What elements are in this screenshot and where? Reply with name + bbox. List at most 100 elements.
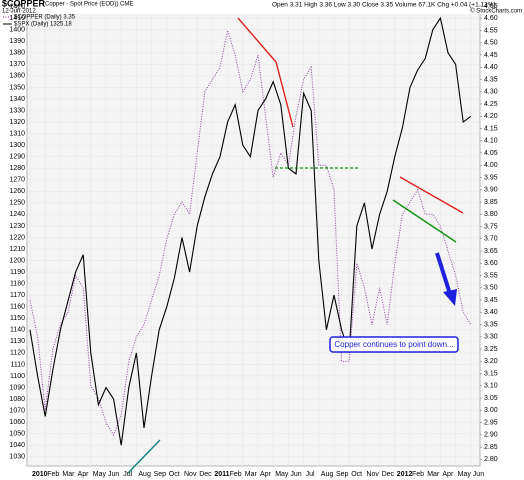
yticks-label: 1060 [9, 419, 25, 426]
y2ticks-label: 2.95 [484, 419, 498, 426]
y2ticks-label: 4.35 [484, 76, 498, 83]
x-tick-label: Jul [306, 471, 315, 478]
trendline [127, 439, 161, 474]
yticks-label: 1190 [10, 269, 25, 276]
yticks-label: 1350 [9, 84, 25, 91]
x-tick-label: Sep [336, 471, 349, 478]
yticks-label: 1270 [9, 177, 25, 184]
source: © StockCharts.com [470, 8, 522, 15]
y2ticks-label: 3.60 [484, 260, 498, 267]
y2ticks-label: 4.15 [484, 125, 498, 132]
yticks-label: 1040 [9, 442, 25, 449]
y2ticks-label: 4.05 [484, 150, 498, 157]
y2ticks-label: 3.25 [484, 346, 498, 353]
y2ticks-label: 3.45 [484, 297, 498, 304]
x-tick-label: Apr [260, 471, 272, 478]
x-tick-label: Oct [169, 471, 180, 478]
yticks-label: 1070 [9, 407, 25, 414]
x-tick-label: Feb [47, 471, 59, 478]
yticks-label: 1130 [10, 338, 25, 345]
yticks-label: 1100 [10, 373, 25, 380]
series-line [29, 30, 472, 436]
quote: Open 3.31 High 3.36 Low 3.30 Close 3.35 … [272, 2, 496, 9]
yticks-label: 1390 [9, 38, 25, 45]
yticks-label: 1150 [10, 315, 25, 322]
yticks-label: 1410 [9, 15, 25, 22]
x-tick-label: Apr [78, 471, 90, 478]
series-line [29, 16, 472, 446]
y2ticks-label: 3.10 [484, 383, 498, 390]
y2ticks-label: 4.55 [484, 27, 498, 34]
y2ticks-label: 4.40 [484, 64, 498, 71]
yticks-label: 1380 [9, 50, 25, 57]
yticks-label: 1120 [10, 350, 25, 357]
yticks-label: 1080 [9, 396, 25, 403]
x-tick-label: Jun [290, 471, 301, 478]
x-tick-label: 2012 [397, 471, 413, 478]
arrow-head [443, 289, 457, 306]
yticks-label: 1160 [10, 304, 25, 311]
annotation-box [329, 336, 459, 353]
y2ticks-label: 2.90 [484, 432, 498, 439]
yticks-label: 1340 [9, 96, 25, 103]
x-tick-label: Jun [473, 471, 484, 478]
x-tick-label: Jul [123, 471, 132, 478]
trendline [392, 199, 457, 243]
y2ticks-label: 3.70 [484, 236, 498, 243]
x-tick-label: May [458, 471, 472, 478]
y2ticks-label: 4.30 [484, 89, 498, 96]
x-tick-label: Oct [351, 471, 362, 478]
yticks-label: 1210 [9, 246, 25, 253]
yticks-label: 1050 [9, 431, 25, 438]
yticks-label: 1110 [10, 361, 25, 368]
trendline [399, 176, 464, 214]
x-tick-label: May [275, 471, 289, 478]
y2ticks-label: 2.85 [484, 444, 498, 451]
x-tick-label: Nov [184, 471, 197, 478]
x-tick-label: Mar [427, 471, 440, 478]
x-tick-label: May [93, 471, 107, 478]
x-tick-label: Mar [62, 471, 75, 478]
x-tick-label: 2011 [214, 471, 229, 478]
yticks-label: 1030 [9, 454, 25, 461]
trendlines [127, 17, 464, 474]
y2ticks-label: 4.25 [484, 101, 498, 108]
y2ticks-label: 4.20 [484, 113, 498, 120]
yticks-label: 1200 [9, 257, 25, 264]
y2ticks-label: 3.30 [484, 334, 498, 341]
yticks-label: 1140 [10, 327, 25, 334]
x-tick-label: Aug [138, 471, 151, 478]
x-tick-label: Feb [412, 471, 424, 478]
yticks-label: 1330 [9, 107, 25, 114]
y2ticks-label: 3.20 [484, 358, 498, 365]
y2ticks-label: 4.00 [484, 162, 498, 169]
trendline [237, 17, 294, 128]
x-tick-label: Apr [442, 471, 454, 478]
x-tick-label: Jun [108, 471, 119, 478]
yticks-label: 1310 [9, 130, 25, 137]
y2ticks-label: 3.90 [484, 187, 498, 194]
y2ticks-label: 3.95 [484, 174, 498, 181]
yticks-label: 1260 [9, 188, 25, 195]
y2ticks-label: 3.55 [484, 272, 498, 279]
x-tick-label: Sep [154, 471, 167, 478]
y2ticks-label: 3.50 [484, 285, 498, 292]
header-bg [0, 0, 524, 14]
x-tick-label: Dec [382, 471, 395, 478]
y2ticks-label: 4.65 [484, 3, 498, 10]
x-tick-label: Aug [321, 471, 334, 478]
yticks-label: 1280 [9, 165, 25, 172]
x-tick-label: 2010 [32, 471, 48, 478]
y2ticks-label: 4.60 [484, 15, 498, 22]
x-tick-label: Mar [245, 471, 258, 478]
subtitle: (Copper - Spot Price (EOD)) CME [43, 2, 133, 8]
y2ticks-label: 3.35 [484, 321, 498, 328]
y2ticks-label: 4.50 [484, 40, 498, 47]
x-tick-label: Feb [230, 471, 242, 478]
yticks-label: 1300 [9, 142, 25, 149]
yticks-label: 1090 [9, 384, 25, 391]
legend-label: $COPPER (Daily) 3.35 [14, 15, 76, 21]
y2ticks-label: 3.65 [484, 248, 498, 255]
annotation: Copper continues to point down... [334, 340, 453, 349]
